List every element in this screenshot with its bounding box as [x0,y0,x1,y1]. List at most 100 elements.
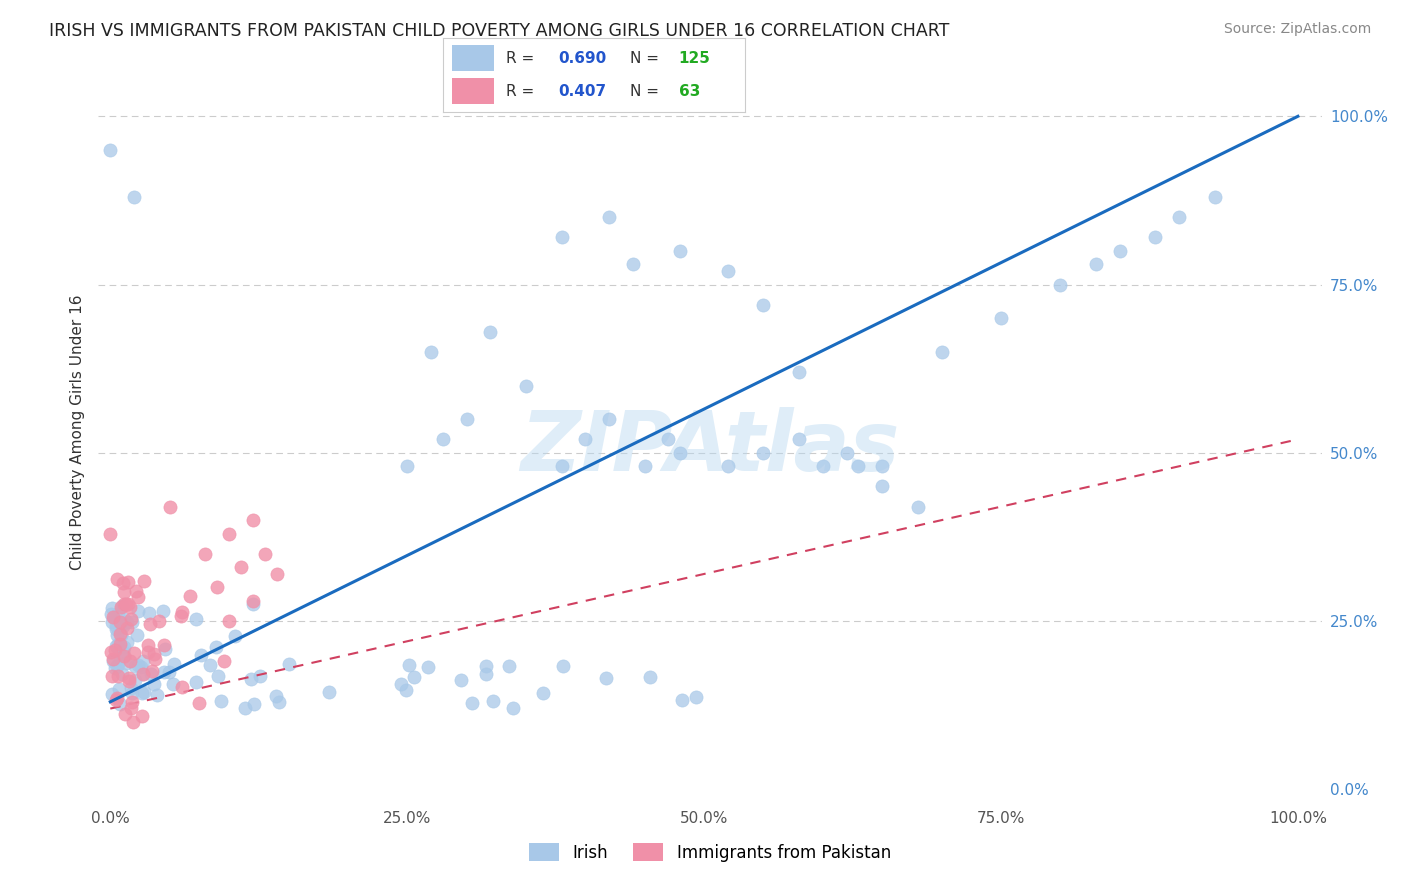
Text: N =: N = [630,84,664,98]
Point [574,433,596,447]
Point [120,612,142,626]
Point [418,660,440,674]
Point [1204,190,1226,204]
Point [461,696,484,710]
Point [404,670,426,684]
Point [127,604,149,618]
Point [243,697,266,711]
Point [398,658,420,673]
Point [117,597,139,611]
Point [110,667,132,681]
Point [117,674,139,689]
Point [159,500,181,514]
Point [103,643,125,657]
Point [1168,211,1191,225]
Point [105,619,128,633]
Point [848,459,870,474]
Point [110,628,132,642]
Point [141,664,163,678]
Point [118,600,141,615]
Text: 125: 125 [679,51,710,66]
Point [112,649,135,664]
Point [115,615,138,630]
Point [115,657,138,671]
Point [112,619,135,633]
Bar [451,45,495,71]
Point [105,690,128,705]
Point [107,572,129,586]
Point [138,606,160,620]
Point [194,547,217,561]
Point [111,616,134,631]
Point [132,666,155,681]
Point [153,638,176,652]
Point [122,190,145,204]
Point [141,666,163,681]
Point [669,446,692,460]
Point [598,412,620,426]
Point [396,459,419,474]
Point [389,676,412,690]
Point [120,681,142,695]
Point [117,621,139,635]
Point [112,648,135,663]
Point [787,433,810,447]
Point [184,612,207,626]
Point [112,585,135,599]
Point [98,143,121,157]
Point [515,378,537,392]
Point [122,647,145,661]
Point [112,640,135,654]
Point [205,581,228,595]
Point [131,686,153,700]
Point [101,615,124,630]
Point [120,654,142,668]
Text: IRISH VS IMMIGRANTS FROM PAKISTAN CHILD POVERTY AMONG GIRLS UNDER 16 CORRELATION: IRISH VS IMMIGRANTS FROM PAKISTAN CHILD … [49,22,949,40]
Point [101,652,124,666]
Point [104,639,127,653]
Point [550,459,572,474]
Point [131,709,153,723]
Point [685,690,707,705]
Point [132,574,155,588]
Point [108,697,131,711]
Point [143,652,166,666]
Point [100,600,122,615]
Point [104,661,127,675]
Point [1085,257,1108,271]
Point [111,599,134,614]
Point [153,665,176,679]
Point [479,325,502,339]
Point [482,694,505,708]
Point [101,688,124,702]
Point [100,645,122,659]
Point [1144,230,1167,244]
Point [121,685,143,699]
Text: N =: N = [630,51,664,66]
Point [200,658,222,673]
Point [170,605,193,619]
Point [456,412,478,426]
Point [394,683,416,698]
Point [138,638,160,652]
Point [638,671,661,685]
Point [98,526,121,541]
Point [112,612,135,626]
Point [669,244,692,258]
Point [1049,277,1071,292]
Point [107,607,129,621]
Point [634,459,657,474]
Point [253,547,276,561]
Point [229,560,252,574]
Point [432,433,454,447]
Point [169,608,191,623]
Point [132,654,155,668]
Point [209,694,232,708]
Text: 0.690: 0.690 [558,51,606,66]
Point [110,599,132,614]
Point [212,654,235,668]
Point [118,671,141,685]
Point [163,657,186,671]
Bar [451,78,495,104]
Point [787,365,810,379]
